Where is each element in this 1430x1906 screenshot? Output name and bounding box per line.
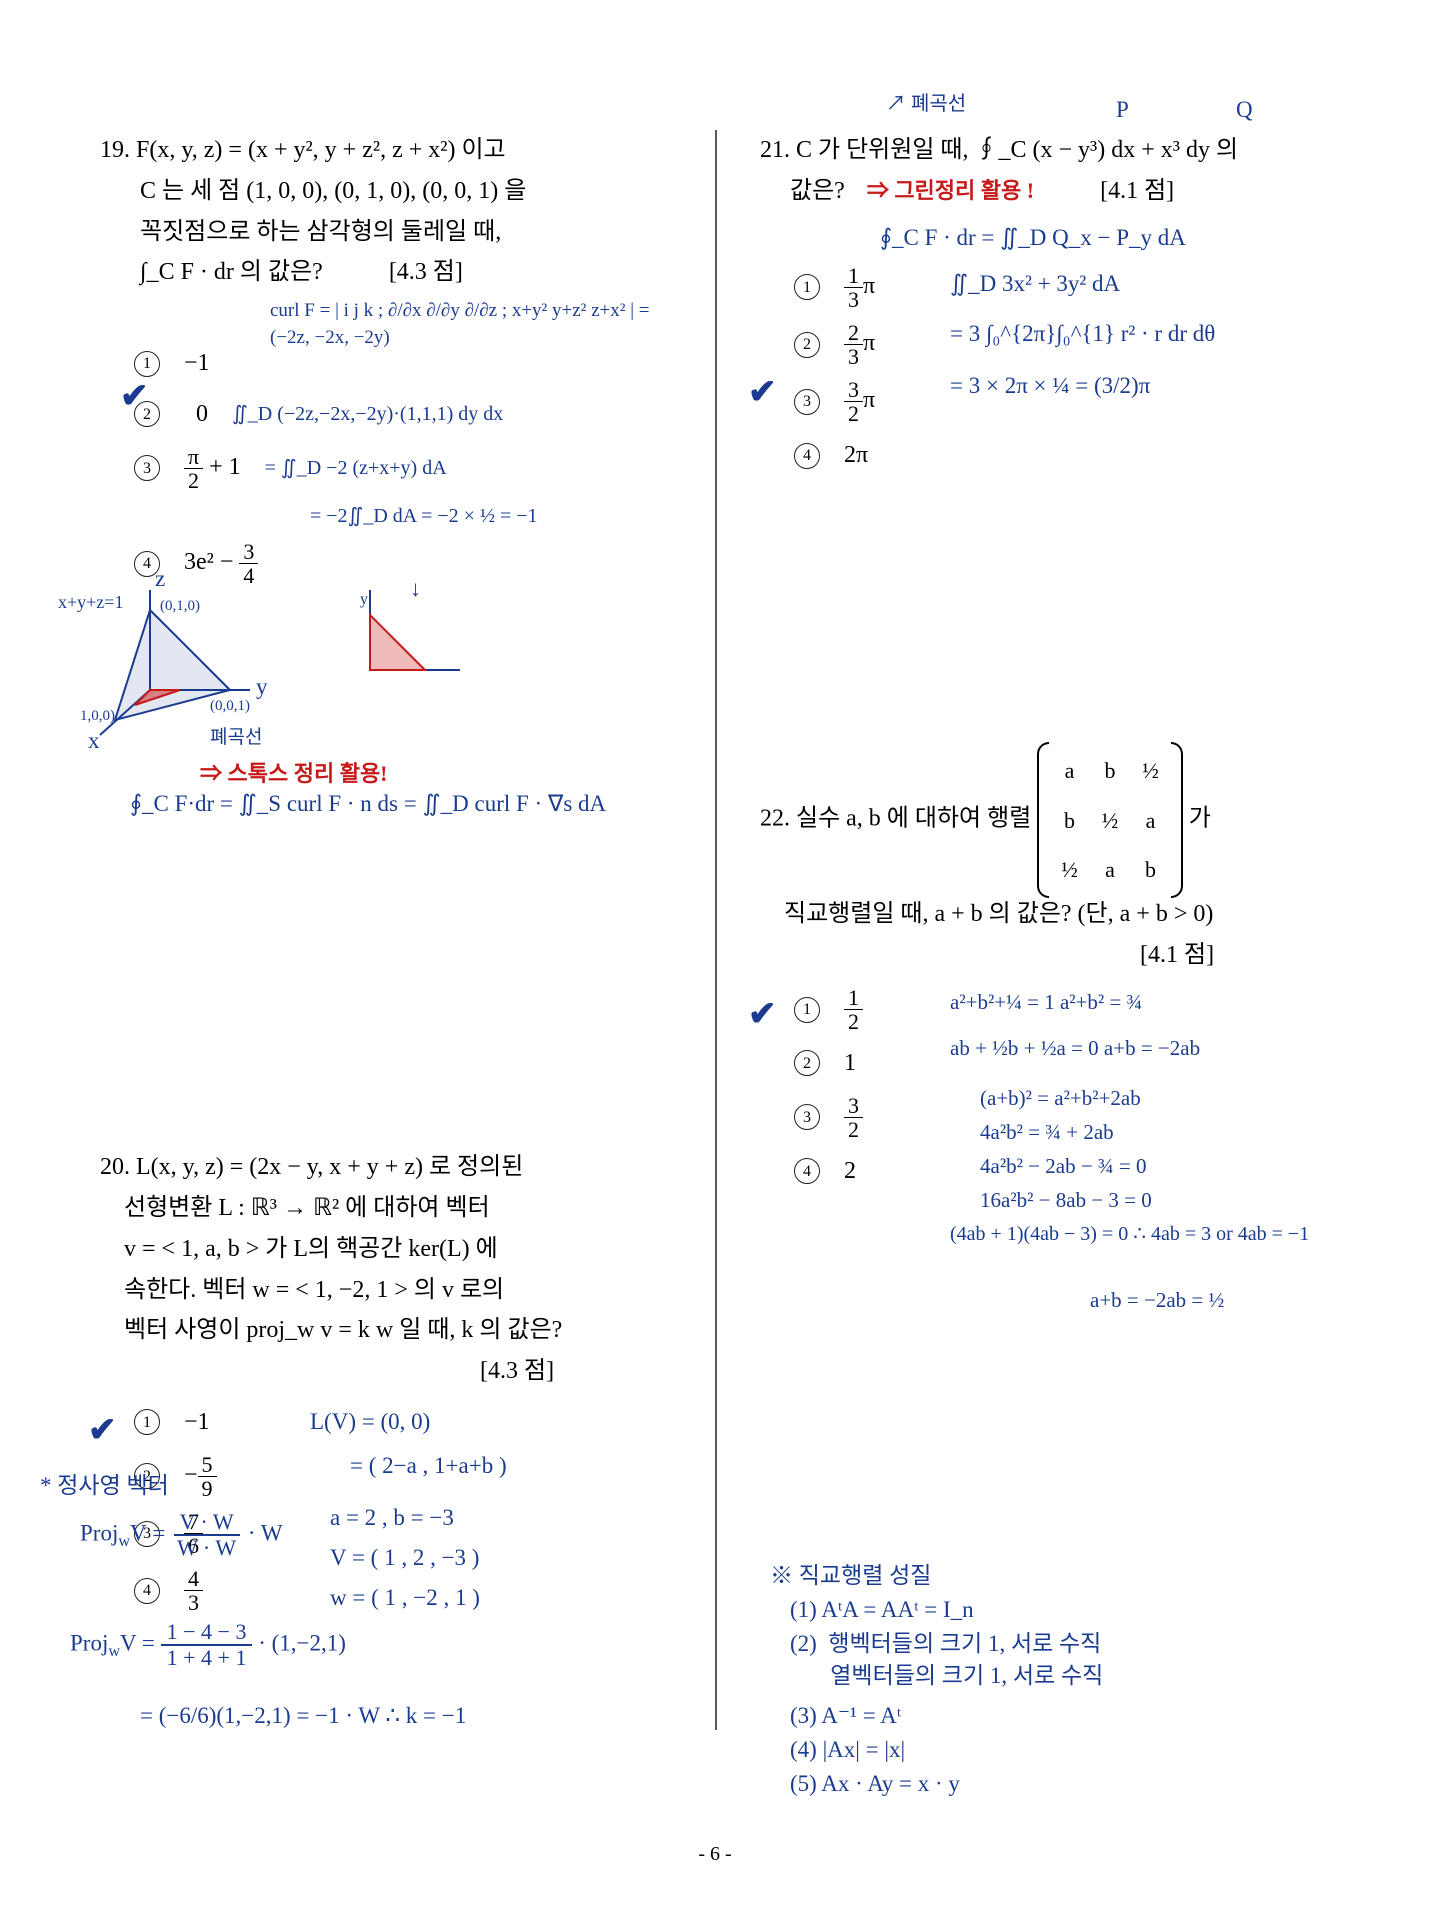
q20-proj-calc2: = (−6/6)(1,−2,1) = −1 · W ∴ k = −1 — [140, 1700, 466, 1732]
q22-ortho-1: (1) AᵗA = AAᵗ = I_n — [790, 1594, 974, 1626]
q22-options: ✔ 112 21 332 42 a²+b²+¼ = 1 a²+b² = ¾ ab… — [760, 986, 1340, 1192]
q19-hand-opt3b-row: = −2∬_D dA = −2 × ½ = −1 — [310, 502, 680, 530]
q20-h1: L(V) = (0, 0) — [310, 1406, 430, 1438]
exam-page: 19. F(x, y, z) = (x + y², y + z², z + x²… — [0, 0, 1430, 1906]
q21-Q-label: Q — [1236, 94, 1253, 126]
svg-text:↓: ↓ — [410, 580, 421, 601]
q22-ortho-3: (3) A⁻¹ = Aᵗ — [790, 1700, 901, 1732]
q19-line1: F(x, y, z) = (x + y², y + z², z + x²) 이고 — [136, 137, 506, 163]
q19-stokes-eq: ∮_C F·dr = ∬_S curl F · n ds = ∬_D curl … — [130, 788, 606, 820]
q22-h3: (a+b)² = a²+b²+2ab — [980, 1084, 1141, 1113]
q22-points: [4.1 점] — [1140, 942, 1214, 968]
q21-h1: ∬_D 3x² + 3y² dA — [950, 268, 1120, 300]
q20-proj-def: ProjwV = V · WW · W · W — [80, 1510, 283, 1560]
q21-line1: C 가 단위원일 때, ∮_C (x − y³) dx + x³ dy 의 — [796, 137, 1238, 163]
q21-green-eq: ∮_C F · dr = ∬_D Q_x − P_y dA — [880, 222, 1340, 254]
q19-hand-opt3b: = −2∬_D dA = −2 × ½ = −1 — [310, 502, 538, 530]
svg-text:(0,0,1): (0,0,1) — [210, 698, 250, 714]
q22-h7: (4ab + 1)(4ab − 3) = 0 ∴ 4ab = 3 or 4ab … — [950, 1220, 1309, 1248]
q21-P-label: P — [1116, 94, 1129, 126]
q19-curl-work: curl F = | i j k ; ∂/∂x ∂/∂y ∂/∂z ; x+y²… — [270, 298, 680, 351]
q22-ortho-5: (5) Ax · Ay = x · y — [790, 1768, 960, 1800]
svg-text:(1,0,0): (1,0,0) — [80, 708, 115, 724]
q22-matrix: ab½ b½a ½ab — [1037, 746, 1183, 894]
q22-ortho-4: (4) |Ax| = |x| — [790, 1734, 905, 1766]
q19-line4: ∫_C F · dr 의 값은? — [140, 259, 323, 285]
q22-line3: 직교행렬일 때, a + b 의 값은? (단, a + b > 0) — [784, 901, 1213, 927]
q19-stokes-label: ⇒ 스톡스 정리 활용! — [200, 755, 388, 792]
q22-h5: 4a²b² − 2ab − ¾ = 0 — [980, 1152, 1147, 1181]
q21-green-label: ⇒ 그린정리 활용 ! — [867, 178, 1034, 203]
svg-text:y: y — [256, 674, 268, 699]
problem-22: 22. 실수 a, b 에 대하여 행렬 ab½ b½a ½ab 가 직교행렬일… — [760, 746, 1340, 1192]
q22-h6: 16a²b² − 8ab − 3 = 0 — [980, 1186, 1152, 1215]
q21-number: 21. — [760, 137, 790, 163]
q20-number: 20. — [100, 1154, 130, 1180]
svg-text:x: x — [88, 728, 100, 750]
q19-proj-sketch: y ↓ — [350, 580, 470, 690]
q20-proj-title: * 정사영 벡터 — [40, 1470, 169, 1502]
q19-line3: 꼭짓점으로 하는 삼각형의 둘레일 때, — [140, 219, 501, 245]
svg-text:(0,1,0): (0,1,0) — [160, 598, 200, 614]
q20-h5: w = ( 1 , −2 , 1 ) — [330, 1582, 480, 1614]
q21-h3: = 3 × 2π × ¼ = (3/2)π — [950, 370, 1150, 402]
q21-h2: = 3 ∫₀^{2π}∫₀^{1} r² · r dr dθ — [950, 318, 1215, 350]
q20-line4: 속한다. 벡터 w = < 1, −2, 1 > 의 v 로의 — [124, 1277, 504, 1303]
q21-line2: 값은? — [790, 178, 845, 204]
q22-h2: ab + ½b + ½a = 0 a+b = −2ab — [950, 1034, 1200, 1063]
q22-h4: 4a²b² = ¾ + 2ab — [980, 1118, 1114, 1147]
right-column: ↗ 폐곡선 P Q 21. C 가 단위원일 때, ∮_C (x − y³) d… — [760, 130, 1340, 1222]
check-icon: ✔ — [88, 1402, 117, 1460]
q19-options: ✔ 1−1 20 ∬_D (−2z,−2x,−2y)·(1,1,1) dy dx… — [100, 343, 680, 587]
q19-closed-label: 폐곡선 — [210, 725, 262, 752]
page-number: - 6 - — [698, 1843, 731, 1866]
q19-opt2: 20 ∬_D (−2z,−2x,−2y)·(1,1,1) dy dx — [134, 394, 680, 435]
q20-points: [4.3 점] — [480, 1358, 554, 1384]
q21-opt4: 42π — [794, 435, 1340, 476]
left-column: 19. F(x, y, z) = (x + y², y + z², z + x²… — [100, 130, 680, 1644]
q19-hand-opt3a: = ∬_D −2 (z+x+y) dA — [265, 454, 447, 482]
q19-number: 19. — [100, 137, 130, 163]
q20-line1: L(x, y, z) = (2x − y, x + y + z) 로 정의된 — [136, 1154, 523, 1180]
q19-points: [4.3 점] — [389, 259, 463, 285]
column-divider — [715, 130, 717, 1730]
q22-ortho-2: (2) 행벡터들의 크기 1, 서로 수직 열벡터들의 크기 1, 서로 수직 — [790, 1628, 1103, 1692]
q22-number: 22. — [760, 806, 790, 832]
q20-h3: a = 2 , b = −3 — [330, 1502, 454, 1534]
check-icon: ✔ — [748, 986, 777, 1044]
problem-21: ↗ 폐곡선 P Q 21. C 가 단위원일 때, ∮_C (x − y³) d… — [760, 130, 1340, 476]
q19-line2: C 는 세 점 (1, 0, 0), (0, 1, 0), (0, 0, 1) … — [140, 178, 526, 204]
q21-points: [4.1 점] — [1100, 178, 1174, 204]
svg-text:z: z — [155, 570, 165, 591]
q20-line2: 선형변환 L : ℝ³ → ℝ² 에 대하여 벡터 — [124, 1195, 490, 1221]
q20-h4: V = ( 1 , 2 , −3 ) — [330, 1542, 479, 1574]
q21-closed-arrow: ↗ 폐곡선 — [886, 90, 966, 118]
q22-h1: a²+b²+¼ = 1 a²+b² = ¾ — [950, 988, 1142, 1017]
q22-ortho-title: ※ 직교행렬 성질 — [770, 1560, 931, 1592]
q19-plane-label: x+y+z=1 — [58, 590, 123, 615]
q19-hand-opt2: ∬_D (−2z,−2x,−2y)·(1,1,1) dy dx — [232, 400, 503, 428]
problem-19: 19. F(x, y, z) = (x + y², y + z², z + x²… — [100, 130, 680, 587]
q19-opt3: 3 π2 + 1 = ∬_D −2 (z+x+y) dA — [134, 445, 680, 492]
q22-line2-suffix: 가 — [1189, 806, 1211, 832]
q21-options: 113π 223π ✔ 332π 42π ∬_D 3x² + 3y² dA = … — [760, 264, 1340, 476]
check-icon: ✔ — [120, 368, 149, 426]
q20-line5: 벡터 사영이 proj_w v = k w 일 때, k 의 값은? — [124, 1317, 562, 1343]
q22-h8: a+b = −2ab = ½ — [1090, 1286, 1224, 1315]
q20-proj-calc1: ProjwV = 1 − 4 − 31 + 4 + 1 · (1,−2,1) — [70, 1620, 346, 1670]
q22-line1: 실수 a, b 에 대하여 행렬 — [796, 806, 1031, 832]
q20-h2: = ( 2−a , 1+a+b ) — [350, 1450, 507, 1482]
svg-text:y: y — [360, 591, 368, 608]
q20-line3: v = < 1, a, b > 가 L의 핵공간 ker(L) 에 — [124, 1236, 498, 1262]
check-icon: ✔ — [748, 364, 777, 422]
